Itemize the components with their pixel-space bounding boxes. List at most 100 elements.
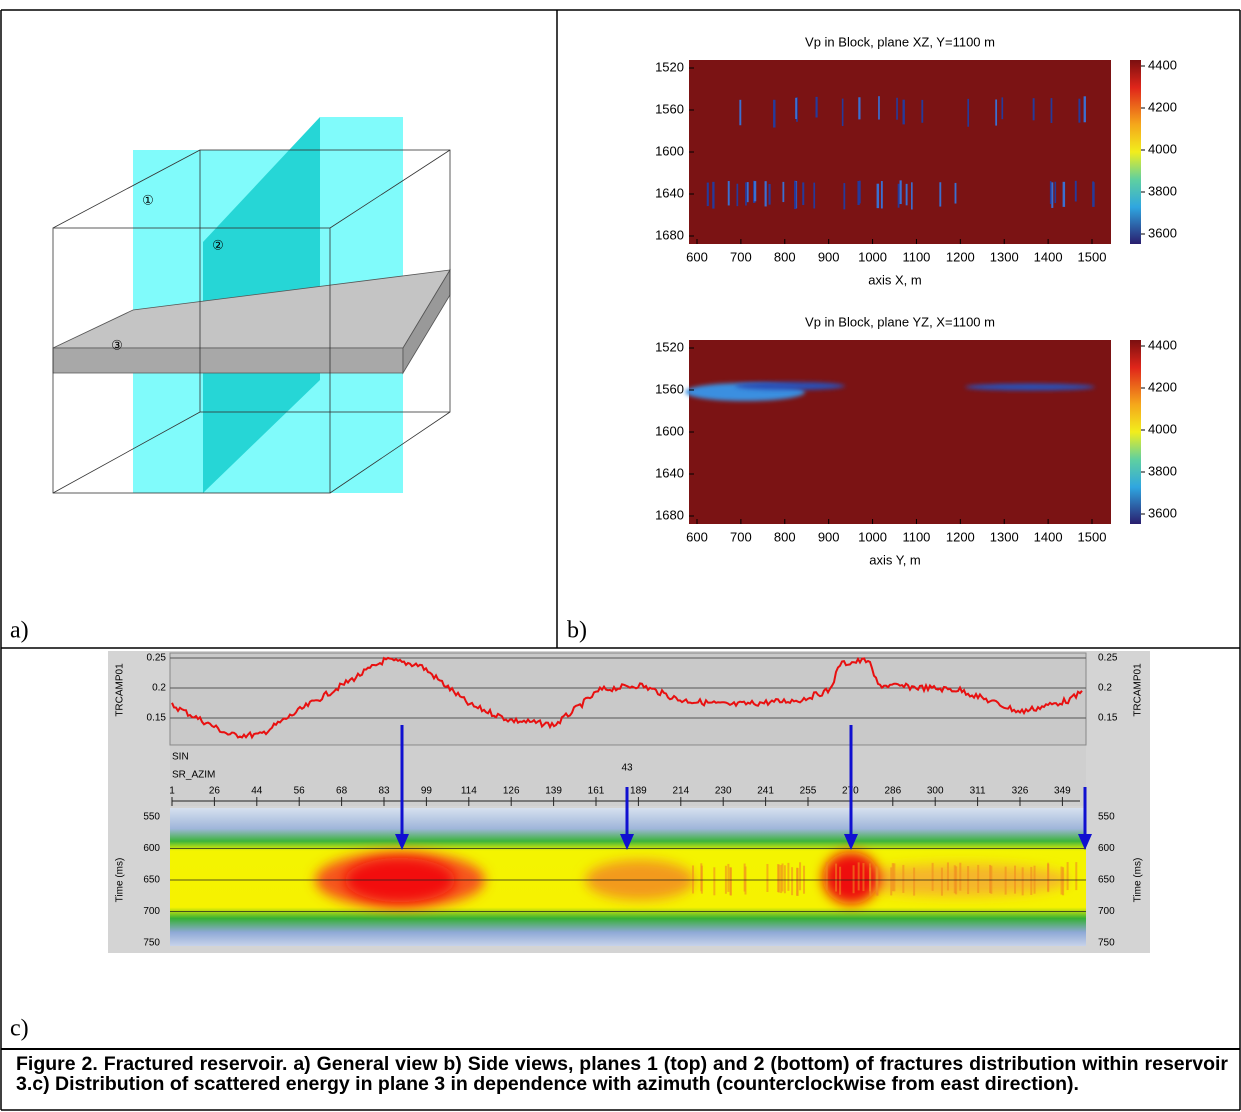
colorbar — [1130, 340, 1141, 524]
energy-streak — [780, 865, 783, 894]
y-tick-label: 1520 — [655, 59, 684, 74]
header-label: SIN — [172, 752, 189, 763]
panel-label: c) — [10, 1016, 29, 1042]
energy-streak — [777, 864, 780, 893]
azimuth-tick-label: 114 — [461, 786, 477, 797]
energy-streak — [839, 866, 842, 895]
fracture — [967, 98, 970, 127]
fracture — [727, 181, 730, 206]
time-tick-label: 600 — [1098, 843, 1115, 854]
fracture — [1001, 97, 1004, 120]
time-tick-label: 700 — [1098, 906, 1115, 917]
energy-streak — [835, 863, 838, 892]
fracture — [880, 181, 883, 209]
energy-streak — [893, 863, 896, 892]
energy-streak — [766, 863, 769, 892]
colorbar-label: 3600 — [1148, 505, 1177, 520]
azimuth-tick-label: 26 — [209, 786, 221, 797]
fracture — [1062, 181, 1066, 207]
trace-tick-label: 0.2 — [152, 683, 166, 694]
energy-streak — [1047, 864, 1050, 893]
x-tick-label: 1500 — [1078, 529, 1107, 544]
azimuth-tick-label: 326 — [1012, 786, 1029, 797]
x-tick-label: 1300 — [990, 249, 1019, 264]
x-tick-label: 1200 — [946, 249, 975, 264]
plane-marker: ③ — [111, 337, 123, 352]
energy-streak — [783, 865, 786, 894]
colorbar — [1130, 60, 1141, 244]
colorbar-label: 4000 — [1148, 421, 1177, 436]
energy-streak — [862, 863, 865, 892]
x-tick-label: 1100 — [902, 249, 930, 264]
fracture — [876, 183, 880, 209]
fracture — [815, 96, 818, 118]
energy-streak — [902, 864, 905, 893]
trace-tick-label: 0.15 — [1098, 713, 1118, 724]
plot-title: Vp in Block, plane YZ, X=1100 m — [805, 314, 995, 329]
energy-streak — [891, 863, 894, 892]
colorbar-label: 4000 — [1148, 141, 1177, 156]
velocity-plots: Vp in Block, plane XZ, Y=1100 m 1520 1560 1… — [655, 34, 1177, 567]
fracture-zone — [735, 382, 845, 390]
x-axis-label: axis X, m — [868, 272, 921, 287]
time-axis-label: Time (ms) — [115, 858, 126, 903]
y-tick-label: 1520 — [655, 339, 684, 354]
x-tick-label: 800 — [774, 529, 796, 544]
arrow-head — [395, 834, 409, 850]
energy-streak — [787, 862, 790, 891]
x-tick-label: 1000 — [858, 529, 887, 544]
plane-marker: ① — [142, 192, 154, 207]
energy-streak — [691, 865, 694, 894]
fracture — [1078, 98, 1081, 123]
energy-streak — [989, 864, 992, 893]
time-tick-label: 600 — [143, 843, 160, 854]
azimuth-tick-label: 68 — [336, 786, 348, 797]
x-tick-label: 900 — [818, 529, 840, 544]
energy-streak — [825, 862, 828, 891]
fracture — [739, 99, 742, 126]
energy-streak — [1004, 866, 1007, 895]
azimuth-tick-label: 255 — [800, 786, 817, 797]
fracture — [802, 182, 805, 206]
energy-streak — [1062, 867, 1065, 896]
fracture — [1032, 98, 1035, 121]
energy-streak — [727, 863, 730, 892]
fracture — [773, 99, 776, 128]
plot-area — [689, 60, 1111, 244]
energy-streak — [953, 865, 956, 894]
plane-marker: ② — [212, 237, 224, 252]
trace-tick-label: 0.15 — [147, 713, 167, 724]
caption: Figure 2. Fractured reservoir. a) Genera… — [16, 1053, 1228, 1095]
energy-streak — [1066, 862, 1069, 891]
x-tick-label: 700 — [730, 249, 752, 264]
y-tick-label: 1640 — [655, 465, 684, 480]
time-tick-label: 550 — [1098, 812, 1115, 823]
energy-streak — [778, 864, 781, 893]
y-tick-label: 1560 — [655, 381, 684, 396]
header-label: SR_AZIM — [172, 770, 215, 781]
plot-title: Vp in Block, plane XZ, Y=1100 m — [805, 34, 995, 49]
energy-streak — [940, 867, 943, 896]
colorbar-label: 4200 — [1148, 99, 1177, 114]
x-tick-label: 1300 — [990, 529, 1019, 544]
energy-streak — [946, 862, 949, 891]
x-tick-label: 1100 — [902, 529, 930, 544]
fracture — [954, 182, 957, 204]
fracture — [911, 182, 913, 210]
colorbar-label: 3800 — [1148, 183, 1177, 198]
x-tick-label: 600 — [686, 249, 708, 264]
panel-label: b) — [567, 618, 587, 644]
azimuth-tick-label: 241 — [757, 786, 774, 797]
fracture — [736, 183, 739, 207]
fracture — [857, 180, 860, 206]
fracture — [813, 182, 816, 209]
energy-streak — [1021, 867, 1024, 896]
trace-tick-label: 0.25 — [1098, 653, 1118, 664]
y-tick-label: 1680 — [655, 507, 684, 522]
trace-axis-label: TRCAMP01 — [1133, 663, 1144, 717]
energy-streak — [1060, 866, 1063, 895]
y-tick-label: 1640 — [655, 185, 684, 200]
trace-curve — [171, 656, 1083, 740]
fracture — [753, 181, 757, 202]
fracture — [841, 98, 844, 127]
